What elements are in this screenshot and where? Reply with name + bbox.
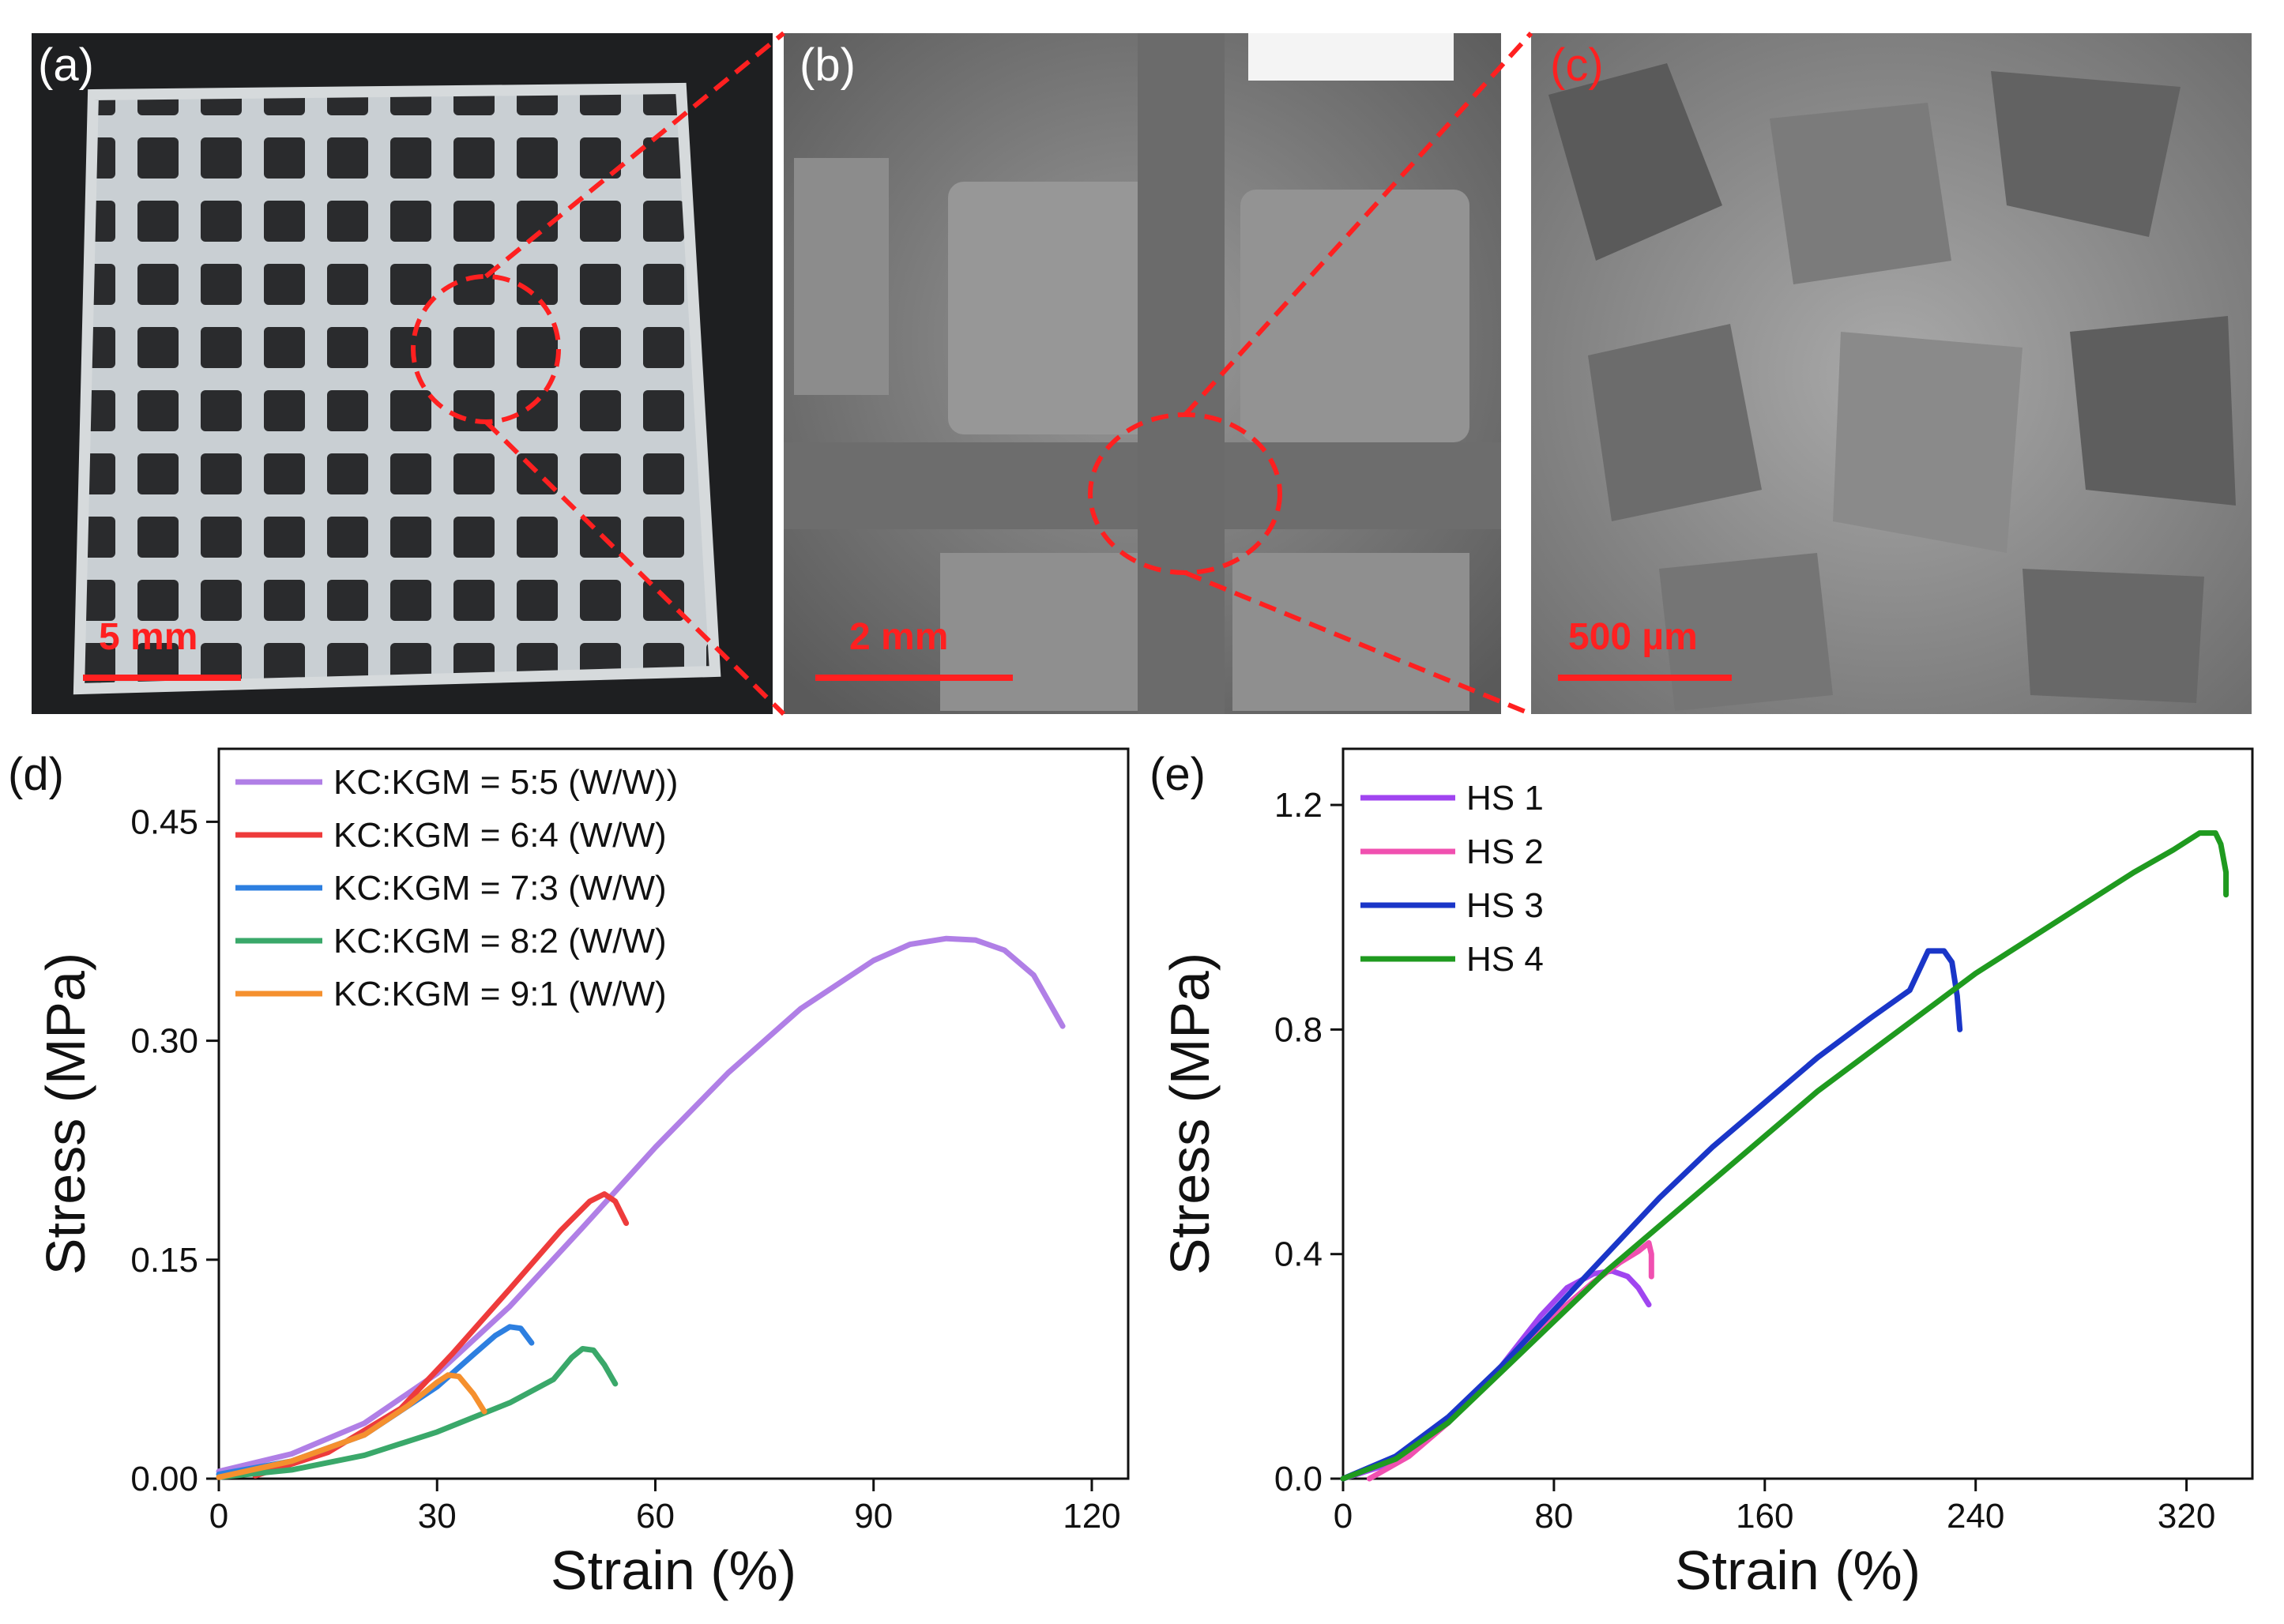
panel-b: 2 mm (b) <box>784 33 1501 714</box>
scale-label-b: 2 mm <box>849 616 948 658</box>
legend-label: HS 1 <box>1466 779 1544 818</box>
chart-d: 0 30 60 90 120 0.00 0.15 0.30 0.45 Strain (%) Stre… <box>35 747 1130 1601</box>
printed-scaffold <box>73 82 721 695</box>
pore-wall-6 <box>2070 316 2236 506</box>
x-tick-label: 80 <box>1534 1497 1573 1536</box>
x-tick-label: 240 <box>1947 1497 2004 1536</box>
x-tick-label: 30 <box>418 1497 457 1536</box>
panel-a: 5 mm (a) <box>32 33 773 714</box>
y-tick-label: 0.00 <box>130 1460 198 1498</box>
pore-wall-2 <box>1770 103 1951 284</box>
legend-label: KC:KGM = 6:4 (W/W) <box>333 816 667 855</box>
series-line <box>216 1372 487 1480</box>
pore-3 <box>1240 190 1469 442</box>
plot-frame <box>217 747 1130 1480</box>
pore-wall-7 <box>1659 553 1833 711</box>
legend-label: HS 3 <box>1466 886 1544 925</box>
connector-b-c-top <box>1183 31 1533 417</box>
x-tick-label: 60 <box>636 1497 675 1536</box>
pore-wall-8 <box>2022 569 2204 703</box>
legend-label: KC:KGM = 8:2 (W/W) <box>333 922 667 960</box>
panel-letter-d: (d) <box>8 749 64 800</box>
connector-a-b-bottom <box>484 419 786 716</box>
x-tick-label: 0 <box>1334 1497 1353 1536</box>
plot-frame <box>1341 747 2254 1480</box>
chart-e: 0 80 160 240 320 0.0 0.4 0.8 1.2 Strain (%) Stress… <box>1159 747 2254 1601</box>
connector-b-c-bottom <box>1183 570 1533 716</box>
y-axis-title: Stress (MPa) <box>1159 953 1221 1275</box>
panel-letter-c: (c) <box>1550 39 1604 91</box>
x-tick-label: 90 <box>854 1497 893 1536</box>
y-axis-title: Stress (MPa) <box>35 953 96 1275</box>
y-tick-label: 0.30 <box>130 1022 198 1061</box>
legend-label: KC:KGM = 5:5 (W/W)) <box>333 763 678 802</box>
legend-label: HS 4 <box>1466 940 1544 979</box>
x-tick-label: 120 <box>1063 1497 1120 1536</box>
x-tick-label: 0 <box>209 1497 228 1536</box>
pore-5 <box>1232 553 1469 711</box>
x-tick-label: 320 <box>2158 1497 2215 1536</box>
panel-letter-b: (b) <box>800 39 856 91</box>
zoom-connectors <box>484 31 1533 716</box>
pore-wall-5 <box>1833 332 2022 553</box>
pore-4 <box>940 553 1153 711</box>
y-tick-label: 1.2 <box>1274 786 1323 825</box>
scale-label-a: 5 mm <box>99 616 198 658</box>
filament-vertical <box>1138 33 1225 714</box>
connector-a-b-top <box>484 31 785 279</box>
scale-label-c: 500 µm <box>1568 616 1698 658</box>
panel-letter-e: (e) <box>1150 749 1206 800</box>
pore-wall-1 <box>1548 63 1722 261</box>
legend-label: KC:KGM = 7:3 (W/W) <box>333 869 667 908</box>
series-line <box>252 1191 630 1479</box>
pore-wall-4 <box>1588 324 1762 521</box>
legend-label: KC:KGM = 9:1 (W/W) <box>333 975 667 1013</box>
series-line <box>216 935 1066 1475</box>
series-line <box>216 1346 619 1480</box>
pore-1 <box>794 158 889 395</box>
top-opening <box>1248 33 1454 81</box>
series-line <box>1340 948 1963 1482</box>
x-axis-title: Strain (%) <box>551 1539 796 1601</box>
y-tick-label: 0.8 <box>1274 1010 1323 1049</box>
panel-letter-a: (a) <box>38 39 94 91</box>
x-axis-title: Strain (%) <box>1675 1539 1921 1601</box>
y-tick-label: 0.0 <box>1274 1460 1323 1498</box>
panel-c: 500 µm (c) <box>1531 33 2252 714</box>
y-tick-label: 0.45 <box>130 803 198 841</box>
y-tick-label: 0.4 <box>1274 1235 1323 1274</box>
legend-label: HS 2 <box>1466 833 1544 871</box>
series-line <box>1340 830 2229 1482</box>
pore-wall-3 <box>1991 71 2181 237</box>
y-tick-label: 0.15 <box>130 1241 198 1280</box>
x-tick-label: 160 <box>1736 1497 1793 1536</box>
